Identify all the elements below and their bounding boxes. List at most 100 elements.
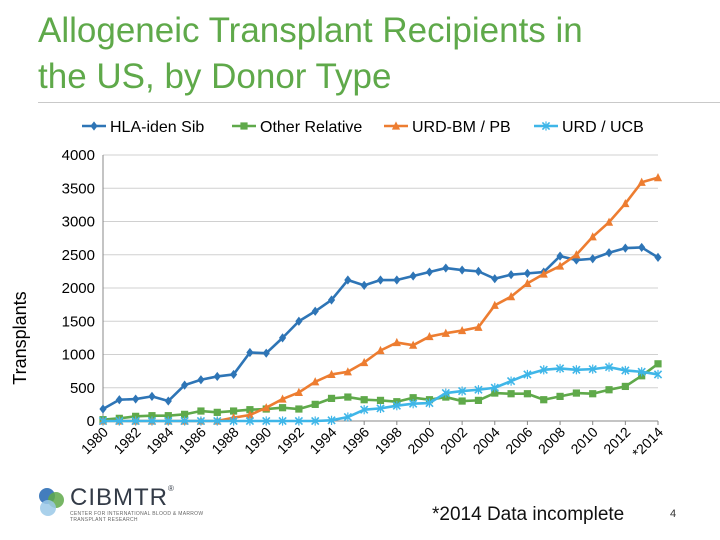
data-point [408,399,418,409]
legend-label: Other Relative [260,119,362,136]
data-point [229,416,238,426]
y-axis-label: Transplants [10,291,30,384]
data-point [181,380,189,390]
title-line-1: Allogeneic Transplant Recipients in [38,11,583,50]
y-tick-label: 500 [70,380,95,397]
legend-marker [90,121,98,131]
data-point [638,242,646,253]
data-point [360,396,368,404]
data-point [491,274,499,284]
logo-name: CIBMTR® [70,484,175,511]
data-point [589,390,597,398]
data-point [262,416,271,426]
data-point [490,383,499,393]
data-point [180,416,189,426]
data-point [572,250,581,259]
data-point [278,404,287,412]
data-point [555,261,565,270]
data-point [474,322,483,331]
data-point [506,292,516,301]
data-point [115,416,124,426]
title-line-2: the US, by Donor Type [38,57,392,96]
data-point [425,331,434,341]
y-tick-label: 0 [87,413,95,430]
x-tick-label: 2006 [502,424,535,457]
data-point [278,333,287,343]
x-tick-label: 2002 [437,424,470,457]
data-point [555,363,565,374]
data-point [327,415,336,425]
data-point [457,386,467,396]
data-point [425,267,434,277]
legend-label: URD-BM / PB [412,119,511,136]
data-point [588,232,597,241]
data-point [115,395,123,405]
legend-marker [391,121,401,130]
data-point [458,265,466,275]
data-point [148,412,156,420]
logo-circles-icon [39,488,64,516]
chart-legend: HLA-iden Sib Other Relative URD-BM / PB URD… [82,119,644,136]
data-point [376,345,385,355]
data-point [409,271,417,281]
legend-item: Other Relative [232,119,362,136]
data-point [441,328,450,337]
data-point [295,405,303,413]
data-point [246,406,254,414]
data-point [540,396,548,404]
data-point [196,416,206,426]
x-tick-label: 2008 [535,424,568,457]
slide-title: Allogeneic Transplant Recipients in the … [38,8,678,100]
data-point [262,403,271,412]
data-point [409,394,417,402]
legend-item: HLA-iden Sib [82,119,204,136]
data-point [442,263,450,273]
data-point [360,405,369,415]
y-tick-label: 3000 [62,214,95,231]
data-point [197,407,205,415]
data-point [164,396,172,406]
data-point [523,278,532,287]
data-point [572,365,581,375]
data-point [99,404,107,414]
data-point [344,393,352,401]
data-point [311,377,320,386]
data-point [474,396,483,404]
x-tick-label: 1990 [241,424,274,457]
data-point [376,403,385,413]
data-point [98,416,108,426]
data-point [653,173,663,182]
data-point [604,217,614,226]
page-number: 4 [670,508,677,520]
data-point [556,392,564,400]
x-tick-label: 2004 [470,424,503,457]
data-point [539,269,548,278]
title-divider [38,102,720,103]
data-point [131,416,140,426]
x-tick-label: 1996 [339,424,372,457]
legend-label: URD / UCB [562,119,644,136]
x-tick-label: 2000 [404,424,437,457]
data-point [409,340,418,349]
data-point [181,410,189,418]
data-point [360,357,369,367]
legend-item: URD-BM / PB [384,119,511,136]
data-point [604,362,614,372]
x-tick-label: 1992 [274,424,307,457]
chart-grid [103,154,658,422]
data-point [343,367,352,376]
data-point [621,365,630,376]
data-point [327,369,336,379]
data-point [621,198,630,208]
data-point [229,407,238,415]
data-point [605,386,613,394]
data-point [490,300,499,309]
data-point [392,401,401,411]
data-point [278,394,287,403]
data-point [376,396,385,404]
y-tick-label: 1000 [62,347,95,364]
data-point [588,364,597,374]
data-point [311,400,319,408]
series-hla-iden-sib [99,242,662,414]
legend-marker [541,121,551,131]
